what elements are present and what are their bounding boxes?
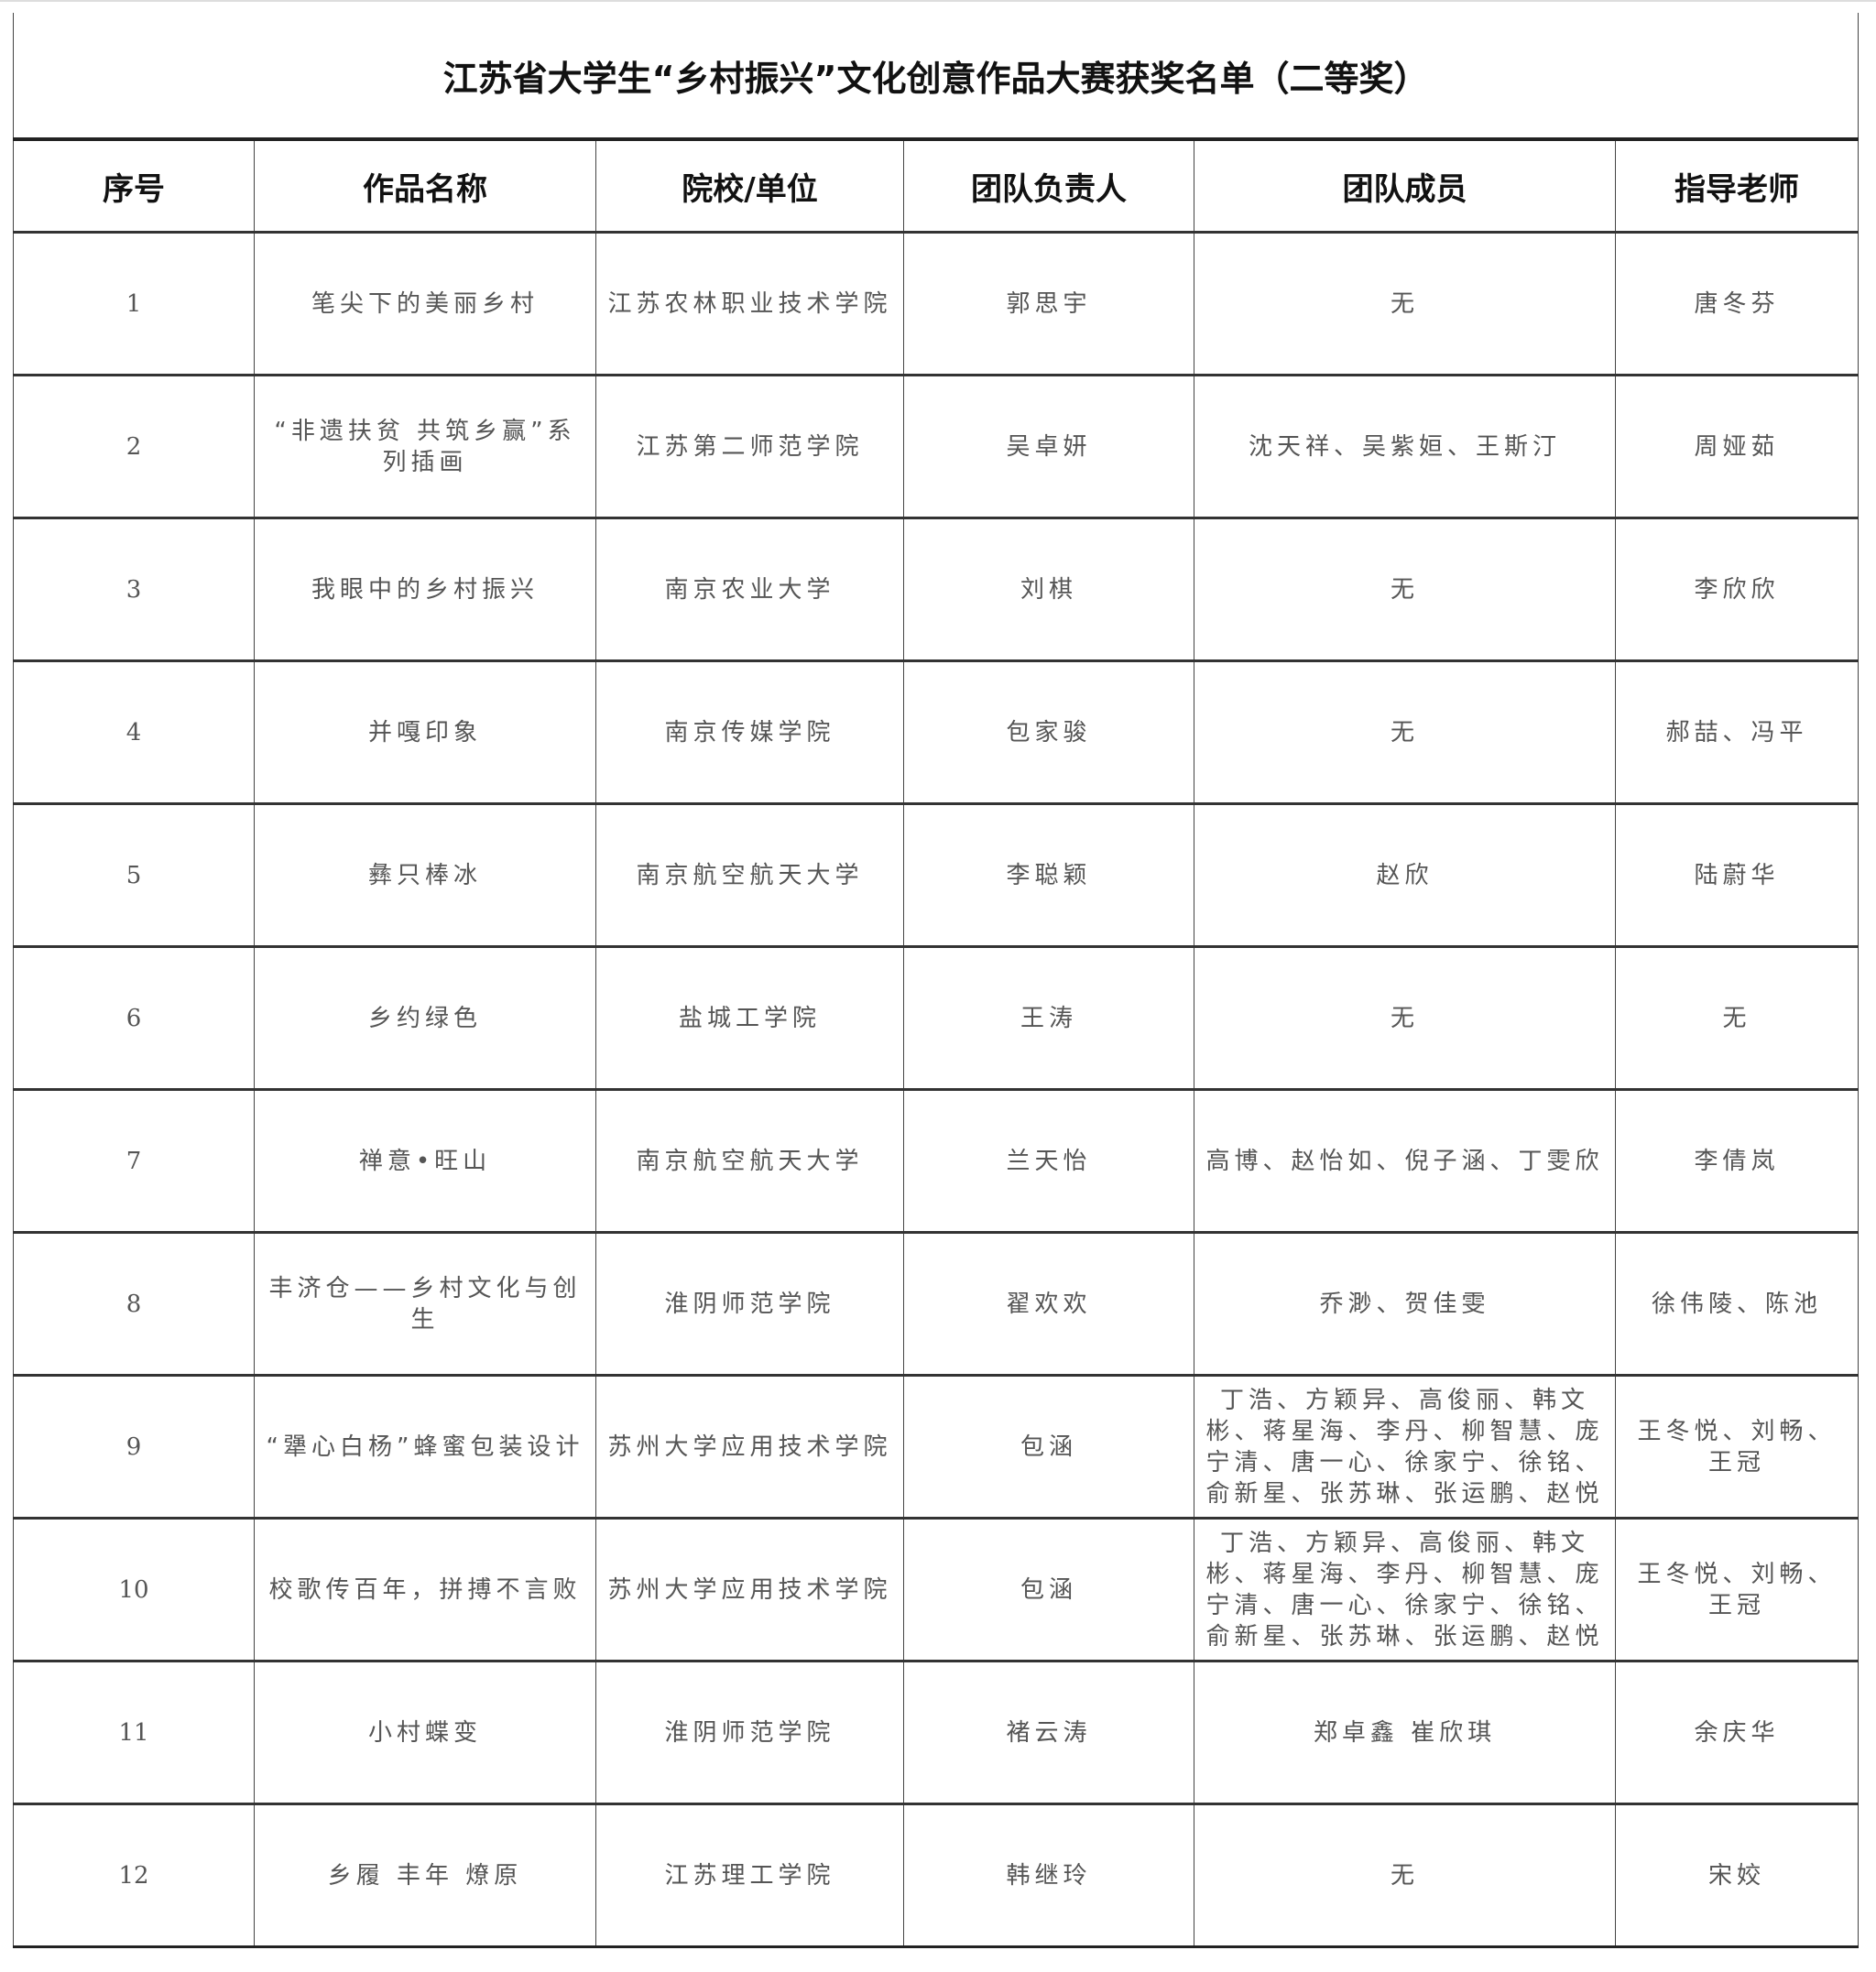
cell-work-name: 乡履 丰年 燎原 [254, 1803, 596, 1948]
cell-school: 南京农业大学 [595, 518, 904, 662]
cell-school: 苏州大学应用技术学院 [595, 1518, 904, 1662]
cell-advisor: 李欣欣 [1614, 518, 1860, 662]
cell-advisor: 陆蔚华 [1614, 803, 1860, 948]
cell-index: 1 [13, 232, 255, 376]
cell-work-name: 乡约绿色 [254, 946, 596, 1091]
cell-work-name: 我眼中的乡村振兴 [254, 518, 596, 662]
cell-leader: 褚云涛 [903, 1661, 1194, 1805]
page-title: 江苏省大学生“乡村振兴”文化创意作品大赛获奖名单（二等奖） [12, 13, 1860, 141]
cell-work-name: “犟心白杨”蜂蜜包装设计 [254, 1375, 596, 1520]
header-work-name: 作品名称 [254, 138, 596, 234]
table-row: 3 我眼中的乡村振兴 南京农业大学 刘棋无李欣欣 [13, 518, 1860, 662]
cell-work-name: 禅意•旺山 [254, 1089, 596, 1234]
cell-advisor: 无 [1614, 946, 1860, 1091]
cell-members: 赵欣 [1194, 803, 1616, 948]
cell-index: 7 [13, 1089, 255, 1234]
cell-advisor: 郝喆、冯平 [1614, 660, 1860, 805]
cell-work-name: “非遗扶贫 共筑乡赢”系列插画 [254, 375, 596, 519]
header-index: 序号 [13, 138, 255, 234]
cell-members: 丁浩、方颖异、高俊丽、韩文彬、蒋星海、李丹、柳智慧、庞宁清、唐一心、徐家宁、徐铭… [1194, 1518, 1616, 1662]
cell-index: 3 [13, 518, 255, 662]
cell-leader: 韩继玲 [903, 1803, 1194, 1948]
cell-school: 南京传媒学院 [595, 660, 904, 805]
cell-work-name: 丰济仓——乡村文化与创生 [254, 1232, 596, 1377]
cell-index: 10 [13, 1518, 255, 1662]
cell-work-name: 小村蝶变 [254, 1661, 596, 1805]
cell-members: 无 [1194, 518, 1616, 662]
cell-members: 郑卓鑫 崔欣琪 [1194, 1661, 1616, 1805]
cell-work-name: 校歌传百年，拼搏不言败 [254, 1518, 596, 1662]
table-row: 11 小村蝶变 淮阴师范学院 褚云涛 郑卓鑫 崔欣琪 余庆华 [13, 1661, 1860, 1805]
cell-leader: 包家骏 [903, 660, 1194, 805]
table-row: 7 禅意•旺山 南京航空航天大学 兰天怡 高博、赵怡如、倪子涵、丁雯欣 李倩岚 [13, 1089, 1860, 1234]
cell-leader: 刘棋 [903, 518, 1194, 662]
cell-school: 江苏第二师范学院 [595, 375, 904, 519]
header-advisor: 指导老师 [1614, 138, 1860, 234]
cell-index: 8 [13, 1232, 255, 1377]
header-school: 院校/单位 [595, 138, 904, 234]
cell-advisor: 徐伟陵、陈池 [1614, 1232, 1860, 1377]
cell-leader: 郭思宇 [903, 232, 1194, 376]
cell-index: 5 [13, 803, 255, 948]
header-members: 团队成员 [1194, 138, 1616, 234]
cell-leader: 王涛 [903, 946, 1194, 1091]
cell-school: 南京航空航天大学 [595, 1089, 904, 1234]
cell-leader: 吴卓妍 [903, 375, 1194, 519]
cell-members: 无 [1194, 232, 1616, 376]
page-top-border [0, 0, 1876, 2]
cell-members: 沈天祥、吴紫姮、王斯汀 [1194, 375, 1616, 519]
award-table: 江苏省大学生“乡村振兴”文化创意作品大赛获奖名单（二等奖） 序号 作品名称 院校… [12, 13, 1860, 1948]
cell-index: 12 [13, 1803, 255, 1948]
cell-members: 乔渺、贺佳雯 [1194, 1232, 1616, 1377]
header-leader: 团队负责人 [903, 138, 1194, 234]
cell-members: 高博、赵怡如、倪子涵、丁雯欣 [1194, 1089, 1616, 1234]
cell-advisor: 王冬悦、刘畅、王冠 [1614, 1375, 1860, 1520]
cell-work-name: 笔尖下的美丽乡村 [254, 232, 596, 376]
header-row: 序号 作品名称 院校/单位 团队负责人 团队成员 指导老师 [13, 138, 1860, 234]
cell-advisor: 李倩岚 [1614, 1089, 1860, 1234]
cell-advisor: 宋姣 [1614, 1803, 1860, 1948]
table-row: 5 彝只棒冰 南京航空航天大学 李聪颖 赵欣 陆蔚华 [13, 803, 1860, 948]
table-row: 12 乡履 丰年 燎原 江苏理工学院 韩继玲无宋姣 [13, 1803, 1860, 1948]
cell-members: 丁浩、方颖异、高俊丽、韩文彬、蒋星海、李丹、柳智慧、庞宁清、唐一心、徐家宁、徐铭… [1194, 1375, 1616, 1520]
cell-index: 11 [13, 1661, 255, 1805]
cell-school: 南京航空航天大学 [595, 803, 904, 948]
table-row: 1 笔尖下的美丽乡村 江苏农林职业技术学院 郭思宇无唐冬芬 [13, 232, 1860, 376]
cell-members: 无 [1194, 946, 1616, 1091]
table-row: 4 并嘎印象 南京传媒学院 包家骏无郝喆、冯平 [13, 660, 1860, 805]
cell-school: 淮阴师范学院 [595, 1661, 904, 1805]
cell-leader: 李聪颖 [903, 803, 1194, 948]
cell-leader: 包涵 [903, 1518, 1194, 1662]
table-row: 2 “非遗扶贫 共筑乡赢”系列插画 江苏第二师范学院 吴卓妍 沈天祥、吴紫姮、王斯汀 周娅… [13, 375, 1860, 519]
cell-school: 苏州大学应用技术学院 [595, 1375, 904, 1520]
cell-members: 无 [1194, 660, 1616, 805]
table-row: 9 “犟心白杨”蜂蜜包装设计 苏州大学应用技术学院 包涵 丁浩、方颖异、高俊丽、韩文彬、… [13, 1375, 1860, 1520]
cell-leader: 包涵 [903, 1375, 1194, 1520]
cell-school: 江苏理工学院 [595, 1803, 904, 1948]
cell-index: 6 [13, 946, 255, 1091]
cell-school: 江苏农林职业技术学院 [595, 232, 904, 376]
table-row: 8 丰济仓——乡村文化与创生 淮阴师范学院 翟欢欢 乔渺、贺佳雯 徐伟陵、陈池 [13, 1232, 1860, 1377]
cell-advisor: 余庆华 [1614, 1661, 1860, 1805]
cell-members: 无 [1194, 1803, 1616, 1948]
cell-work-name: 彝只棒冰 [254, 803, 596, 948]
cell-school: 盐城工学院 [595, 946, 904, 1091]
cell-advisor: 唐冬芬 [1614, 232, 1860, 376]
table-row: 10 校歌传百年，拼搏不言败 苏州大学应用技术学院 包涵 丁浩、方颖异、高俊丽、韩文彬、… [13, 1518, 1860, 1662]
cell-advisor: 周娅茹 [1614, 375, 1860, 519]
cell-school: 淮阴师范学院 [595, 1232, 904, 1377]
cell-index: 4 [13, 660, 255, 805]
cell-advisor: 王冬悦、刘畅、王冠 [1614, 1518, 1860, 1662]
cell-leader: 兰天怡 [903, 1089, 1194, 1234]
table-row: 6 乡约绿色 盐城工学院 王涛无无 [13, 946, 1860, 1091]
cell-leader: 翟欢欢 [903, 1232, 1194, 1377]
cell-work-name: 并嘎印象 [254, 660, 596, 805]
cell-index: 2 [13, 375, 255, 519]
cell-index: 9 [13, 1375, 255, 1520]
award-sheet: 江苏省大学生“乡村振兴”文化创意作品大赛获奖名单（二等奖） 序号 作品名称 院校… [12, 13, 1860, 1948]
